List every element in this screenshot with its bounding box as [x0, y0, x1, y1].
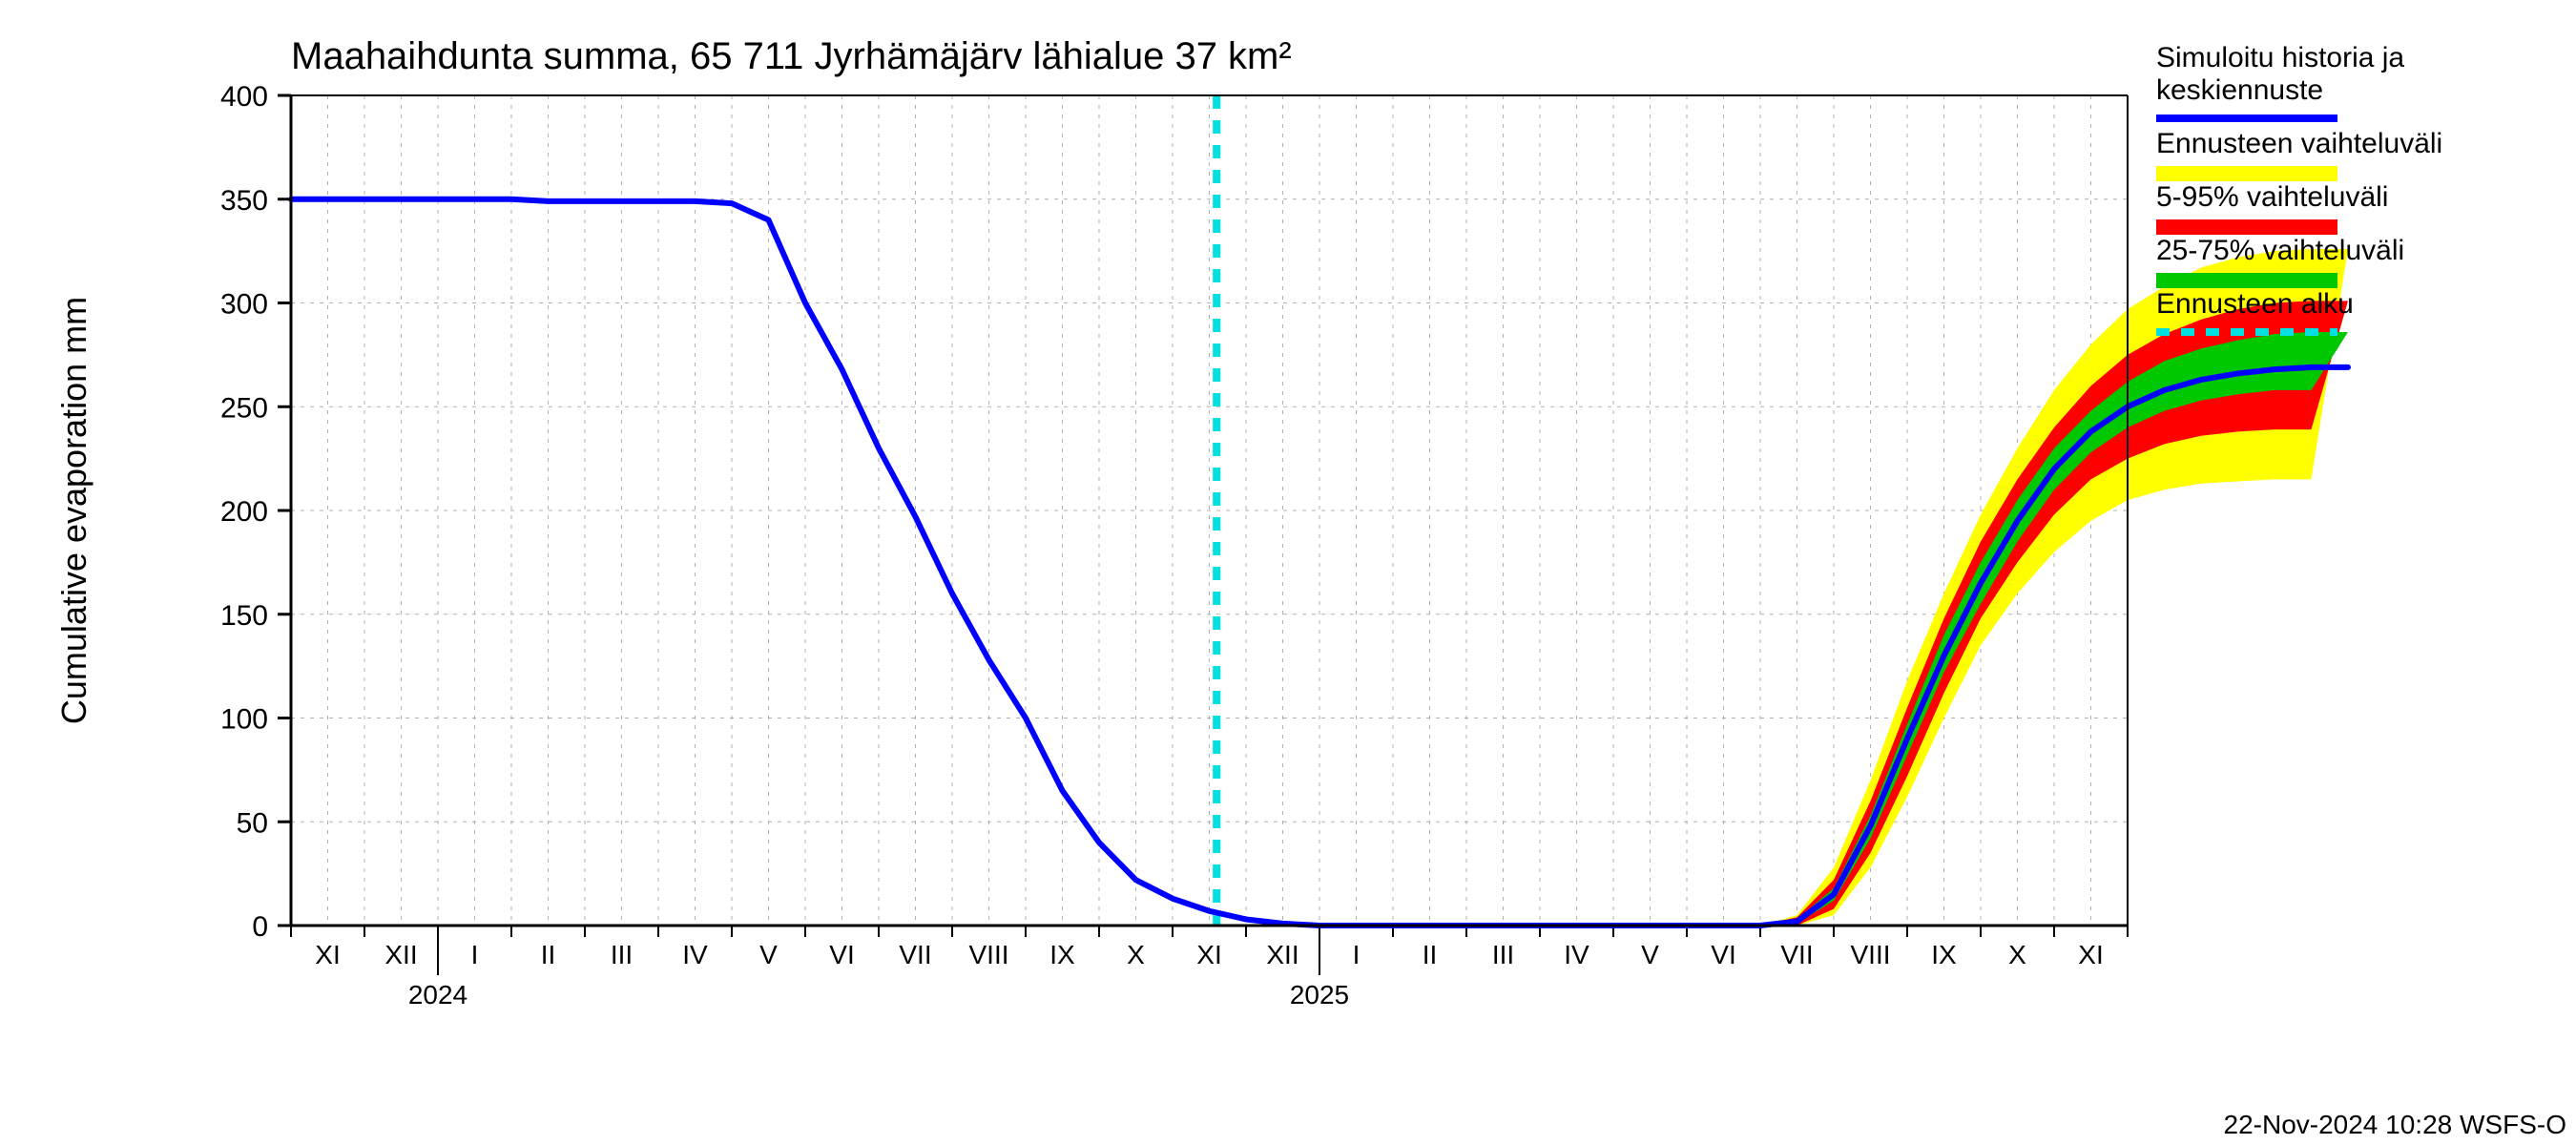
x-month-label: VII	[1780, 940, 1813, 969]
x-month-label: IV	[1564, 940, 1589, 969]
chart-container: 050100150200250300350400XIXIIIIIIIIIVVVI…	[0, 0, 2576, 1145]
chart-title: Maahaihdunta summa, 65 711 Jyrhämäjärv l…	[291, 35, 1292, 77]
x-month-label: X	[1127, 940, 1145, 969]
x-month-label: XI	[1196, 940, 1221, 969]
x-month-label: V	[759, 940, 778, 969]
x-month-label: V	[1641, 940, 1659, 969]
x-month-label: I	[1353, 940, 1361, 969]
x-month-label: VIII	[1850, 940, 1890, 969]
x-month-label: XII	[384, 940, 417, 969]
x-month-label: III	[611, 940, 633, 969]
legend-label: 5-95% vaihteluväli	[2156, 181, 2388, 213]
x-year-label: 2025	[1290, 980, 1349, 1010]
chart-svg: 050100150200250300350400XIXIIIIIIIIIVVVI…	[0, 0, 2576, 1145]
y-tick-label: 200	[220, 496, 268, 528]
x-month-label: XI	[315, 940, 340, 969]
legend-label: Ennusteen vaihteluväli	[2156, 128, 2442, 159]
y-axis-label: Cumulative evaporation mm	[54, 297, 93, 724]
legend-label: 25-75% vaihteluväli	[2156, 235, 2404, 266]
x-month-label: I	[471, 940, 479, 969]
x-month-label: VI	[1711, 940, 1735, 969]
x-month-label: VI	[829, 940, 854, 969]
y-tick-label: 400	[220, 81, 268, 113]
x-month-label: XII	[1266, 940, 1298, 969]
y-tick-label: 300	[220, 289, 268, 321]
x-month-label: III	[1492, 940, 1514, 969]
x-month-label: X	[2008, 940, 2026, 969]
x-month-label: II	[1423, 940, 1438, 969]
y-tick-label: 250	[220, 392, 268, 424]
footer-timestamp: 22-Nov-2024 10:28 WSFS-O	[2224, 1110, 2567, 1139]
x-month-label: IX	[1049, 940, 1075, 969]
legend-label: Simuloitu historia ja	[2156, 42, 2404, 73]
x-year-label: 2024	[408, 980, 467, 1010]
x-month-label: XI	[2078, 940, 2103, 969]
x-month-label: VIII	[968, 940, 1008, 969]
x-month-label: VII	[899, 940, 931, 969]
y-tick-label: 50	[237, 807, 268, 839]
legend-label: Ennusteen alku	[2156, 288, 2354, 320]
x-month-label: IX	[1931, 940, 1957, 969]
y-tick-label: 350	[220, 185, 268, 217]
x-month-label: IV	[682, 940, 708, 969]
x-month-label: II	[541, 940, 556, 969]
y-tick-label: 150	[220, 600, 268, 632]
legend-label: keskiennuste	[2156, 74, 2323, 106]
y-tick-label: 0	[252, 911, 268, 943]
y-tick-label: 100	[220, 704, 268, 736]
